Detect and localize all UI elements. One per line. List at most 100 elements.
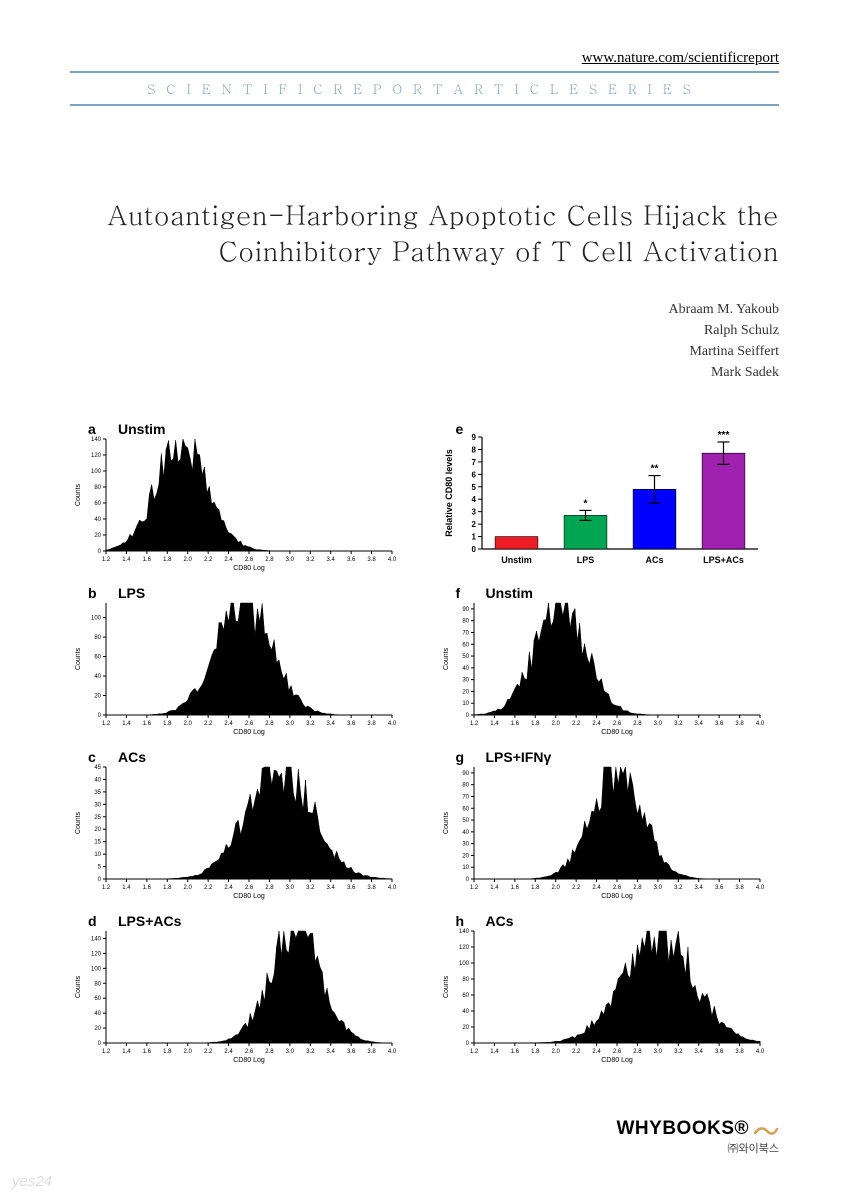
svg-text:1.4: 1.4 bbox=[122, 1049, 131, 1055]
histogram-chart: 1.21.41.61.82.02.22.42.62.83.03.23.43.63… bbox=[70, 423, 400, 573]
svg-text:Counts: Counts bbox=[75, 483, 82, 506]
svg-text:4.0: 4.0 bbox=[388, 557, 397, 563]
svg-text:20: 20 bbox=[462, 853, 469, 859]
svg-text:2.0: 2.0 bbox=[184, 1049, 193, 1055]
svg-text:60: 60 bbox=[94, 501, 101, 507]
svg-text:LPS: LPS bbox=[576, 555, 594, 565]
histogram-chart: 1.21.41.61.82.02.22.42.62.83.03.23.43.63… bbox=[438, 587, 768, 737]
svg-text:120: 120 bbox=[91, 453, 102, 459]
svg-text:3.0: 3.0 bbox=[286, 721, 295, 727]
svg-text:5: 5 bbox=[98, 864, 102, 870]
svg-text:***: *** bbox=[717, 430, 729, 441]
svg-text:140: 140 bbox=[91, 437, 102, 443]
panel-id: a bbox=[88, 421, 96, 437]
svg-text:3.0: 3.0 bbox=[653, 721, 662, 727]
svg-text:2.4: 2.4 bbox=[224, 721, 233, 727]
svg-text:Counts: Counts bbox=[75, 647, 82, 670]
svg-text:2.2: 2.2 bbox=[204, 885, 213, 891]
svg-text:2.6: 2.6 bbox=[612, 721, 621, 727]
panel-id: d bbox=[88, 913, 97, 929]
bar-chart: 0123456789Unstim*LPS**ACs***LPS+ACsRelat… bbox=[438, 423, 768, 573]
svg-text:2.4: 2.4 bbox=[592, 721, 601, 727]
svg-text:3.4: 3.4 bbox=[694, 1049, 703, 1055]
svg-text:2.0: 2.0 bbox=[184, 557, 193, 563]
svg-text:10: 10 bbox=[462, 865, 469, 871]
watermark: yes24 bbox=[12, 1173, 52, 1190]
svg-text:3.0: 3.0 bbox=[653, 1049, 662, 1055]
svg-text:1.4: 1.4 bbox=[490, 1049, 499, 1055]
svg-text:120: 120 bbox=[458, 945, 469, 951]
svg-text:4.0: 4.0 bbox=[755, 1049, 764, 1055]
svg-text:1.2: 1.2 bbox=[102, 1049, 111, 1055]
svg-text:4.0: 4.0 bbox=[388, 1049, 397, 1055]
svg-text:2.2: 2.2 bbox=[204, 721, 213, 727]
svg-text:3.6: 3.6 bbox=[347, 1049, 356, 1055]
panel-id: c bbox=[88, 749, 96, 765]
svg-text:3.6: 3.6 bbox=[714, 721, 723, 727]
svg-text:60: 60 bbox=[94, 996, 101, 1002]
svg-text:1.8: 1.8 bbox=[163, 885, 172, 891]
svg-text:3.8: 3.8 bbox=[367, 557, 376, 563]
panel-a: a Unstim 1.21.41.61.82.02.22.42.62.83.03… bbox=[70, 423, 412, 573]
svg-text:2.8: 2.8 bbox=[633, 1049, 642, 1055]
histogram-chart: 1.21.41.61.82.02.22.42.62.83.03.23.43.63… bbox=[70, 915, 400, 1065]
panel-g: g LPS+IFNγ 1.21.41.61.82.02.22.42.62.83.… bbox=[438, 751, 780, 901]
panel-h: h ACs 1.21.41.61.82.02.22.42.62.83.03.23… bbox=[438, 915, 780, 1065]
svg-text:0: 0 bbox=[465, 1041, 469, 1047]
author: Abraam M. Yakoub bbox=[70, 299, 779, 320]
svg-text:2.4: 2.4 bbox=[592, 885, 601, 891]
svg-text:Counts: Counts bbox=[443, 647, 450, 670]
svg-text:3.8: 3.8 bbox=[735, 1049, 744, 1055]
svg-text:2.2: 2.2 bbox=[204, 1049, 213, 1055]
svg-text:10: 10 bbox=[94, 852, 101, 858]
publisher-name: WHYBOOKS® bbox=[617, 1118, 750, 1139]
article-title: Autoantigen-Harboring Apoptotic Cells Hi… bbox=[70, 196, 779, 269]
svg-text:2.2: 2.2 bbox=[571, 1049, 580, 1055]
svg-text:Counts: Counts bbox=[75, 811, 82, 834]
svg-text:Counts: Counts bbox=[75, 975, 82, 998]
svg-text:3.0: 3.0 bbox=[286, 1049, 295, 1055]
svg-text:3.2: 3.2 bbox=[674, 885, 683, 891]
svg-text:80: 80 bbox=[94, 981, 101, 987]
svg-text:3: 3 bbox=[471, 508, 476, 517]
svg-text:40: 40 bbox=[94, 777, 101, 783]
svg-text:ACs: ACs bbox=[645, 555, 663, 565]
svg-text:70: 70 bbox=[462, 794, 469, 800]
svg-text:100: 100 bbox=[91, 615, 102, 621]
svg-text:1.6: 1.6 bbox=[510, 721, 519, 727]
svg-text:4.0: 4.0 bbox=[388, 885, 397, 891]
svg-text:2.6: 2.6 bbox=[245, 721, 254, 727]
svg-text:0: 0 bbox=[98, 713, 102, 719]
svg-text:120: 120 bbox=[91, 951, 102, 957]
svg-text:1.6: 1.6 bbox=[510, 1049, 519, 1055]
svg-text:100: 100 bbox=[91, 469, 102, 475]
svg-text:40: 40 bbox=[462, 666, 469, 672]
svg-text:40: 40 bbox=[94, 674, 101, 680]
svg-text:2.8: 2.8 bbox=[633, 721, 642, 727]
svg-text:40: 40 bbox=[94, 517, 101, 523]
svg-text:80: 80 bbox=[94, 635, 101, 641]
panel-f: f Unstim 1.21.41.61.82.02.22.42.62.83.03… bbox=[438, 587, 780, 737]
svg-text:40: 40 bbox=[94, 1011, 101, 1017]
svg-text:*: * bbox=[583, 498, 587, 509]
svg-text:80: 80 bbox=[462, 619, 469, 625]
panel-e: e 0123456789Unstim*LPS**ACs***LPS+ACsRel… bbox=[438, 423, 780, 573]
histogram-chart: 1.21.41.61.82.02.22.42.62.83.03.23.43.63… bbox=[438, 751, 768, 901]
svg-text:0: 0 bbox=[465, 713, 469, 719]
svg-text:CD80 Log: CD80 Log bbox=[601, 729, 633, 736]
svg-text:2.8: 2.8 bbox=[265, 557, 274, 563]
svg-text:2.8: 2.8 bbox=[265, 885, 274, 891]
svg-text:70: 70 bbox=[462, 630, 469, 636]
svg-text:Unstim: Unstim bbox=[501, 555, 532, 565]
svg-text:7: 7 bbox=[471, 458, 476, 467]
svg-text:50: 50 bbox=[462, 818, 469, 824]
svg-text:3.6: 3.6 bbox=[347, 721, 356, 727]
svg-text:3.4: 3.4 bbox=[694, 885, 703, 891]
svg-text:2.6: 2.6 bbox=[612, 1049, 621, 1055]
svg-text:3.4: 3.4 bbox=[327, 1049, 336, 1055]
svg-text:0: 0 bbox=[98, 1041, 102, 1047]
svg-text:1.2: 1.2 bbox=[469, 1049, 478, 1055]
figure-grid: a Unstim 1.21.41.61.82.02.22.42.62.83.03… bbox=[70, 423, 779, 1065]
svg-text:1.4: 1.4 bbox=[122, 557, 131, 563]
svg-text:15: 15 bbox=[94, 840, 101, 846]
